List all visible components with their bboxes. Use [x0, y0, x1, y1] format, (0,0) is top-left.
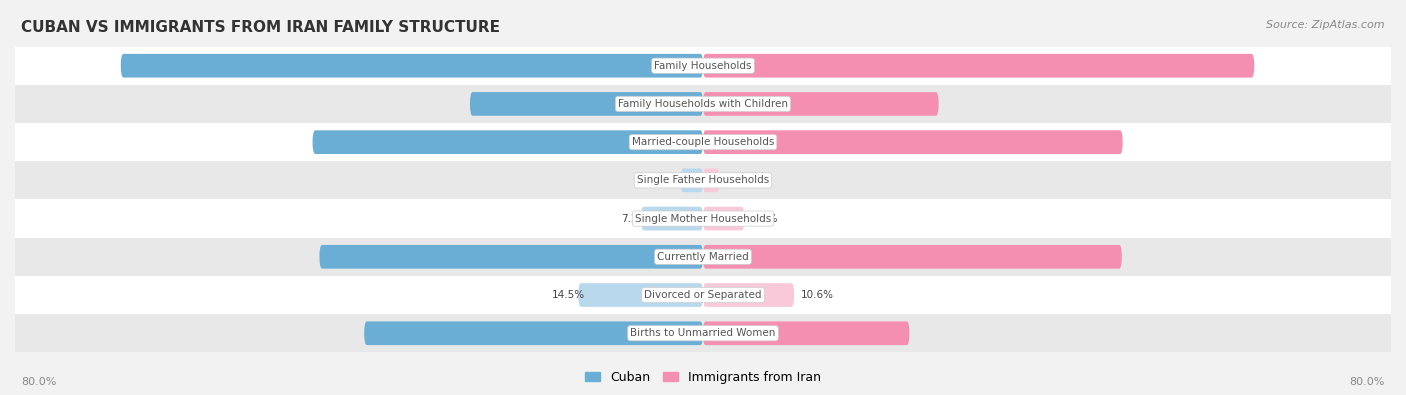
Text: 64.1%: 64.1% — [679, 61, 716, 71]
Text: 67.7%: 67.7% — [690, 61, 727, 71]
Bar — [15, 85, 1391, 123]
FancyBboxPatch shape — [578, 283, 703, 307]
FancyBboxPatch shape — [470, 92, 703, 116]
FancyBboxPatch shape — [312, 130, 703, 154]
Text: CUBAN VS IMMIGRANTS FROM IRAN FAMILY STRUCTURE: CUBAN VS IMMIGRANTS FROM IRAN FAMILY STR… — [21, 20, 501, 35]
Text: Currently Married: Currently Married — [657, 252, 749, 262]
FancyBboxPatch shape — [703, 207, 744, 230]
Text: 24.0%: 24.0% — [679, 328, 716, 338]
FancyBboxPatch shape — [703, 92, 939, 116]
Text: Family Households: Family Households — [654, 61, 752, 71]
Legend: Cuban, Immigrants from Iran: Cuban, Immigrants from Iran — [581, 366, 825, 389]
FancyBboxPatch shape — [703, 54, 1254, 77]
Text: Married-couple Households: Married-couple Households — [631, 137, 775, 147]
Bar — [15, 161, 1391, 199]
Text: 48.7%: 48.7% — [679, 252, 716, 262]
FancyBboxPatch shape — [703, 283, 794, 307]
Text: 7.2%: 7.2% — [621, 214, 648, 224]
FancyBboxPatch shape — [641, 207, 703, 230]
Text: 4.8%: 4.8% — [751, 214, 778, 224]
Text: 80.0%: 80.0% — [21, 377, 56, 387]
FancyBboxPatch shape — [703, 245, 1122, 269]
Text: 44.6%: 44.6% — [690, 252, 727, 262]
Text: 27.1%: 27.1% — [690, 99, 727, 109]
FancyBboxPatch shape — [319, 245, 703, 269]
Bar — [15, 276, 1391, 314]
Text: Single Mother Households: Single Mother Households — [636, 214, 770, 224]
Text: 45.4%: 45.4% — [690, 137, 727, 147]
FancyBboxPatch shape — [703, 169, 720, 192]
Bar — [15, 314, 1391, 352]
Bar — [15, 238, 1391, 276]
FancyBboxPatch shape — [703, 130, 1122, 154]
Bar — [15, 47, 1391, 85]
Text: 2.6%: 2.6% — [661, 175, 688, 185]
Text: 48.8%: 48.8% — [679, 137, 716, 147]
Text: 14.5%: 14.5% — [553, 290, 585, 300]
Text: Births to Unmarried Women: Births to Unmarried Women — [630, 328, 776, 338]
Text: Single Father Households: Single Father Households — [637, 175, 769, 185]
Text: 27.4%: 27.4% — [679, 99, 716, 109]
Text: 1.9%: 1.9% — [727, 175, 752, 185]
FancyBboxPatch shape — [681, 169, 703, 192]
Bar — [15, 199, 1391, 238]
Text: 10.6%: 10.6% — [801, 290, 834, 300]
FancyBboxPatch shape — [364, 322, 703, 345]
Text: 80.0%: 80.0% — [1350, 377, 1385, 387]
Bar — [15, 123, 1391, 161]
FancyBboxPatch shape — [703, 322, 910, 345]
FancyBboxPatch shape — [121, 54, 703, 77]
Text: Family Households with Children: Family Households with Children — [619, 99, 787, 109]
Text: 39.4%: 39.4% — [690, 328, 727, 338]
Text: Source: ZipAtlas.com: Source: ZipAtlas.com — [1267, 20, 1385, 30]
Text: Divorced or Separated: Divorced or Separated — [644, 290, 762, 300]
